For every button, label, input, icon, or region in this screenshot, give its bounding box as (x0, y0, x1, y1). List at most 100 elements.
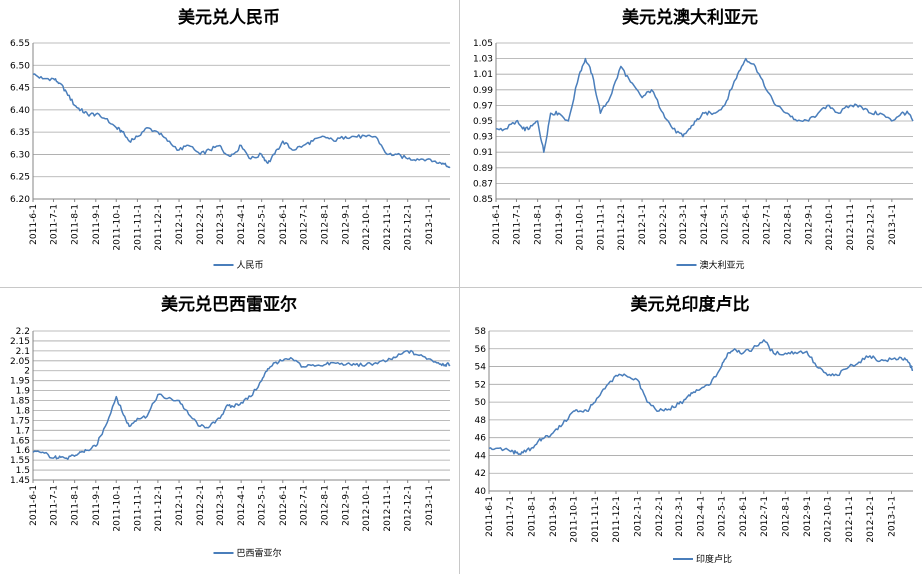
x-tick-label: 2012-7-1 (760, 496, 770, 537)
legend-label: 澳大利亚元 (700, 259, 745, 271)
x-tick-label: 2011-7-1 (49, 485, 59, 526)
y-tick-label: 6.30 (10, 150, 30, 160)
x-tick-label: 2013-1-1 (425, 204, 435, 245)
y-tick-label: 42 (475, 469, 486, 479)
x-tick-label: 2012-5-1 (717, 496, 727, 537)
y-tick-label: 48 (475, 416, 487, 426)
y-tick-label: 2.15 (10, 337, 30, 347)
usd-brl-chart: 美元兑巴西雷亚尔 1.451.51.551.61.651.71.751.81.8… (10, 294, 451, 559)
y-tick-label: 52 (475, 380, 486, 390)
y-tick-label: 40 (475, 487, 487, 497)
x-tick-label: 2011-7-1 (506, 496, 516, 537)
x-tick-label: 2012-2-1 (655, 496, 665, 537)
x-tick-label: 2011-12-1 (612, 496, 622, 543)
x-tick-label: 2011-11-1 (133, 485, 143, 532)
x-tick-label: 2011-6-1 (29, 485, 39, 526)
usd-aud-chart: 美元兑澳大利亚元 0.85 0.87 0.89 0.91 0.93 0.95 0.97 0.9… (473, 7, 914, 271)
y-tick-label: 44 (475, 451, 487, 461)
x-tick-label: 2012-12-1 (867, 204, 877, 251)
x-tick-label: 2012-8-1 (320, 204, 330, 245)
x-tick-label: 2012-4-1 (697, 496, 707, 537)
x-tick-label: 2013-1-1 (425, 485, 435, 526)
x-tick-label: 2012-10-1 (362, 204, 372, 251)
x-tick-label: 2011-9-1 (92, 485, 102, 526)
x-tick-label: 2012-2-1 (196, 204, 206, 245)
x-tick-label: 2012-12-1 (404, 204, 414, 251)
x-tick-label: 2012-5-1 (258, 204, 268, 245)
x-tick-label: 2011-11-1 (596, 204, 606, 251)
y-tick-label: 1.95 (10, 377, 30, 387)
x-tick-label: 2012-1-1 (175, 204, 185, 245)
y-tick-label: 2 (24, 367, 30, 377)
y-tick-label: 6.55 (10, 39, 30, 49)
y-tick-label: 6.25 (10, 173, 30, 183)
y-tick-label: 50 (475, 398, 487, 408)
x-tick-label: 2011-9-1 (92, 204, 102, 245)
x-tick-label: 2012-3-1 (216, 204, 226, 245)
x-tick-label: 2012-11-1 (383, 204, 393, 251)
x-tick-label: 2011-6-1 (485, 496, 495, 537)
x-tick-label: 2012-8-1 (781, 496, 791, 537)
chart-title: 美元兑人民币 (178, 7, 280, 28)
x-tick-label: 2012-7-1 (299, 485, 309, 526)
x-tick-label: 2012-11-1 (383, 485, 393, 532)
x-tick-label: 2011-11-1 (591, 496, 601, 543)
x-tick-label: 2012-3-1 (679, 204, 689, 245)
x-tick-label: 2011-8-1 (71, 204, 81, 245)
y-tick-label: 46 (475, 434, 487, 444)
y-tick-label: 2.1 (16, 347, 30, 357)
series-line (495, 57, 914, 153)
x-tick-label: 2011-6-1 (492, 204, 502, 245)
series-line (32, 349, 451, 461)
series-line (488, 339, 914, 456)
x-tick-label: 2012-9-1 (342, 485, 352, 526)
legend-label: 印度卢比 (696, 553, 732, 565)
x-tick-label: 2011-10-1 (112, 485, 122, 532)
x-tick-label: 2012-3-1 (675, 496, 685, 537)
panel-divider-horizontal (0, 287, 922, 288)
y-tick-label: 0.99 (473, 86, 493, 96)
y-tick-label: 2.2 (16, 327, 30, 337)
y-tick-label: 6.50 (10, 61, 30, 71)
x-tick-label: 2012-10-1 (825, 204, 835, 251)
x-tick-label: 2012-8-1 (783, 204, 793, 245)
y-tick-label: 1.85 (10, 397, 30, 407)
x-tick-label: 2011-9-1 (555, 204, 565, 245)
chart-title: 美元兑巴西雷亚尔 (161, 294, 297, 315)
y-tick-label: 1.05 (473, 39, 493, 49)
x-tick-label: 2012-2-1 (659, 204, 669, 245)
x-tick-label: 2012-6-1 (739, 496, 749, 537)
x-tick-label: 2012-10-1 (824, 496, 834, 543)
y-tick-label: 1.65 (10, 436, 30, 446)
x-tick-label: 2013-1-1 (888, 204, 898, 245)
y-tick-label: 1.55 (10, 456, 30, 466)
chart-title: 美元兑印度卢比 (631, 294, 750, 315)
y-tick-label: 56 (475, 345, 487, 355)
y-tick-label: 2.05 (10, 357, 30, 367)
y-tick-label: 1.5 (16, 466, 30, 476)
y-tick-label: 6.40 (10, 106, 30, 116)
x-tick-label: 2012-5-1 (721, 204, 731, 245)
x-tick-label: 2011-10-1 (112, 204, 122, 251)
x-tick-label: 2012-6-1 (279, 204, 289, 245)
x-tick-label: 2012-4-1 (237, 204, 247, 245)
y-tick-label: 0.85 (473, 195, 493, 205)
x-tick-label: 2012-2-1 (196, 485, 206, 526)
x-tick-label: 2012-4-1 (700, 204, 710, 245)
y-tick-label: 58 (475, 327, 487, 337)
x-tick-label: 2012-6-1 (279, 485, 289, 526)
x-tick-label: 2011-8-1 (71, 485, 81, 526)
y-tick-label: 1.7 (16, 426, 30, 436)
legend-label: 巴西雷亚尔 (237, 547, 282, 559)
x-tick-label: 2012-4-1 (237, 485, 247, 526)
x-tick-label: 2011-7-1 (49, 204, 59, 245)
x-tick-label: 2011-9-1 (549, 496, 559, 537)
x-tick-label: 2012-7-1 (299, 204, 309, 245)
x-tick-label: 2011-10-1 (570, 496, 580, 543)
x-tick-label: 2012-12-1 (866, 496, 876, 543)
x-tick-label: 2012-8-1 (320, 485, 330, 526)
x-tick-label: 2012-5-1 (258, 485, 268, 526)
y-tick-label: 6.20 (10, 195, 30, 205)
y-tick-label: 0.93 (473, 133, 493, 143)
x-tick-label: 2011-8-1 (527, 496, 537, 537)
